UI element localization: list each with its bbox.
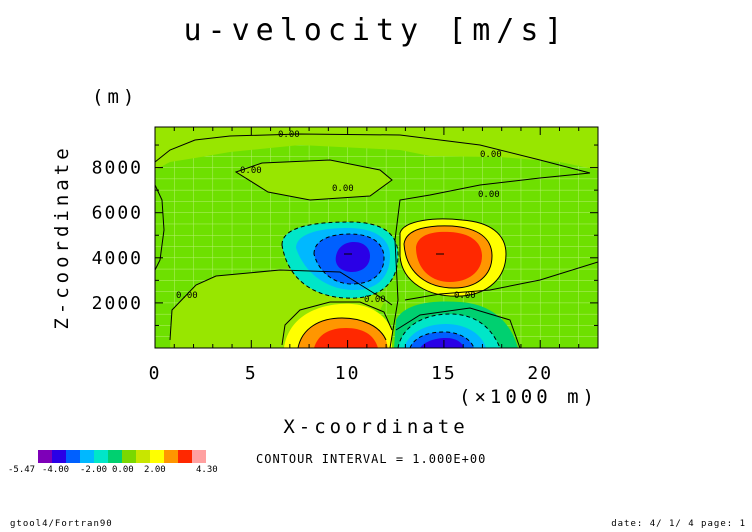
y-tick-label: 4000 — [92, 248, 143, 269]
x-axis-label: X-coordinate — [283, 416, 468, 438]
negative-contours — [281, 221, 501, 348]
colorbar-swatch — [38, 450, 52, 463]
contour-label: 0.00 — [332, 184, 354, 194]
colorbar-swatch — [108, 450, 122, 463]
colorbar-swatch — [136, 450, 150, 463]
chart-title: u-velocity [m/s] — [184, 13, 569, 48]
colorbar-label: 2.00 — [144, 465, 166, 475]
colorbar-label: -2.00 — [80, 465, 107, 475]
plot-area: 0.00 0.00 0.00 0.00 0.00 0.00 0.00 0.00 — [155, 127, 598, 348]
colorbar-labels: -5.47 -4.00 -2.00 0.00 2.00 4.30 — [8, 465, 218, 475]
contour-fill-pos-upper-3 — [416, 231, 482, 282]
y-tick-label: 8000 — [92, 158, 143, 179]
colorbar-label: -4.00 — [42, 465, 69, 475]
footer-left: gtool4/Fortran90 — [10, 519, 113, 529]
contour-label: 0.00 — [278, 130, 300, 140]
x-unit-label: (×1000 m) — [459, 386, 598, 408]
colorbar-label: 4.30 — [196, 465, 218, 475]
colorbar-label: 0.00 — [112, 465, 134, 475]
contour-label: 0.00 — [478, 190, 500, 200]
plot-frame — [154, 126, 599, 349]
footer-right: date: 4/ 1/ 4 page: 1 — [611, 519, 746, 529]
contour-label: 0.00 — [454, 291, 476, 301]
y-tick-labels: 2000 4000 6000 8000 — [92, 158, 143, 314]
x-tick-label: 0 — [149, 363, 162, 384]
axis-ticks — [154, 127, 599, 349]
x-tick-labels: 0 5 10 15 20 — [149, 363, 553, 384]
contour-fill-neg-bottom-5 — [420, 338, 464, 348]
contour-fill-pos-bottom-3 — [314, 328, 378, 348]
contour-interval-text: CONTOUR INTERVAL = 1.000E+00 — [256, 452, 486, 466]
y-tick-label: 6000 — [92, 203, 143, 224]
x-tick-label: 5 — [245, 363, 258, 384]
colorbar-swatch — [94, 450, 108, 463]
contour-fill-upper-left — [155, 127, 598, 170]
colorbar — [38, 450, 206, 463]
y-axis-label: Z-coordinate — [51, 144, 73, 329]
contour-fill-left-tongue — [236, 160, 392, 200]
colorbar-swatch — [164, 450, 178, 463]
colorbar-swatch — [122, 450, 136, 463]
contour-fill-neg-upper-4 — [335, 242, 370, 272]
x-tick-label: 15 — [431, 363, 457, 384]
colorbar-swatch — [66, 450, 80, 463]
contour-label: 0.00 — [176, 291, 198, 301]
y-unit-label: (m) — [92, 86, 138, 108]
colorbar-swatch — [192, 450, 206, 463]
x-tick-label: 20 — [527, 363, 553, 384]
x-tick-label: 10 — [335, 363, 361, 384]
colorbar-swatch — [150, 450, 164, 463]
contour-label: 0.00 — [240, 166, 262, 176]
colorbar-swatch — [52, 450, 66, 463]
contour-labels: 0.00 0.00 0.00 0.00 0.00 0.00 0.00 0.00 — [176, 130, 502, 305]
contour-label: 0.00 — [364, 295, 386, 305]
y-tick-label: 2000 — [92, 293, 143, 314]
colorbar-swatch — [80, 450, 94, 463]
colorbar-label: -5.47 — [8, 465, 35, 475]
zero-contours — [155, 133, 598, 348]
colorbar-swatch — [178, 450, 192, 463]
contour-label: 0.00 — [480, 150, 502, 160]
